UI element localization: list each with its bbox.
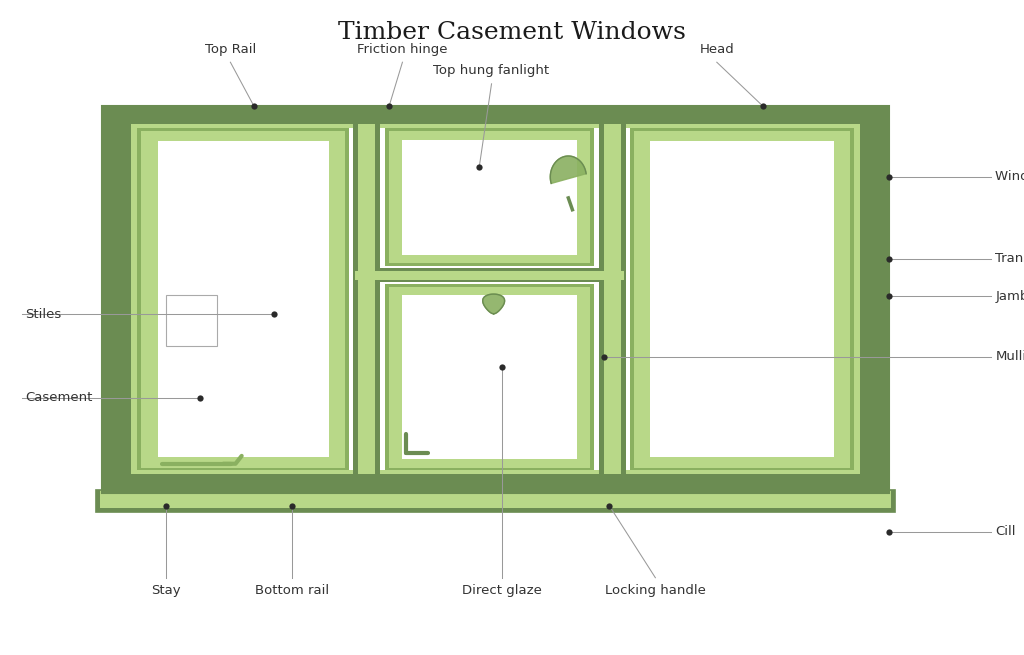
Bar (389, 131, 590, 263)
Bar (389, 287, 590, 468)
Text: Jamb: Jamb (995, 290, 1024, 303)
Bar (385, 284, 594, 470)
Bar (630, 128, 854, 470)
Bar (137, 128, 349, 470)
Polygon shape (550, 156, 586, 183)
Text: Top Rail: Top Rail (205, 43, 256, 56)
Bar (96, 490, 895, 512)
Text: Casement: Casement (26, 391, 93, 404)
Bar (102, 106, 889, 493)
Polygon shape (482, 294, 505, 314)
Bar (355, 271, 624, 280)
Text: Locking handle: Locking handle (605, 584, 706, 597)
Bar (102, 106, 889, 493)
Text: Friction hinge: Friction hinge (357, 43, 447, 56)
Text: Direct glaze: Direct glaze (462, 584, 542, 597)
Text: Cill: Cill (995, 525, 1016, 538)
Bar (402, 295, 577, 459)
Bar (604, 124, 621, 474)
Text: Head: Head (699, 43, 734, 56)
Text: Top hung fanlight: Top hung fanlight (433, 64, 550, 77)
Text: Window frame: Window frame (995, 170, 1024, 183)
Text: Transom: Transom (995, 252, 1024, 265)
Bar (634, 131, 850, 468)
Bar (385, 128, 594, 266)
Bar (158, 141, 329, 457)
Bar (96, 490, 895, 512)
Bar (402, 140, 577, 255)
Text: Mullion: Mullion (995, 350, 1024, 364)
Bar (599, 124, 626, 474)
Text: Stiles: Stiles (26, 308, 61, 321)
Bar (141, 131, 345, 468)
Bar (100, 490, 891, 508)
Bar (353, 268, 626, 282)
Text: Stay: Stay (152, 584, 180, 597)
Bar (131, 124, 860, 474)
Bar (166, 295, 217, 346)
Bar (358, 124, 375, 474)
Bar (137, 128, 854, 470)
Bar (650, 141, 834, 457)
Text: Timber Casement Windows: Timber Casement Windows (338, 21, 686, 44)
Bar (353, 124, 380, 474)
Text: Bottom rail: Bottom rail (255, 584, 329, 597)
